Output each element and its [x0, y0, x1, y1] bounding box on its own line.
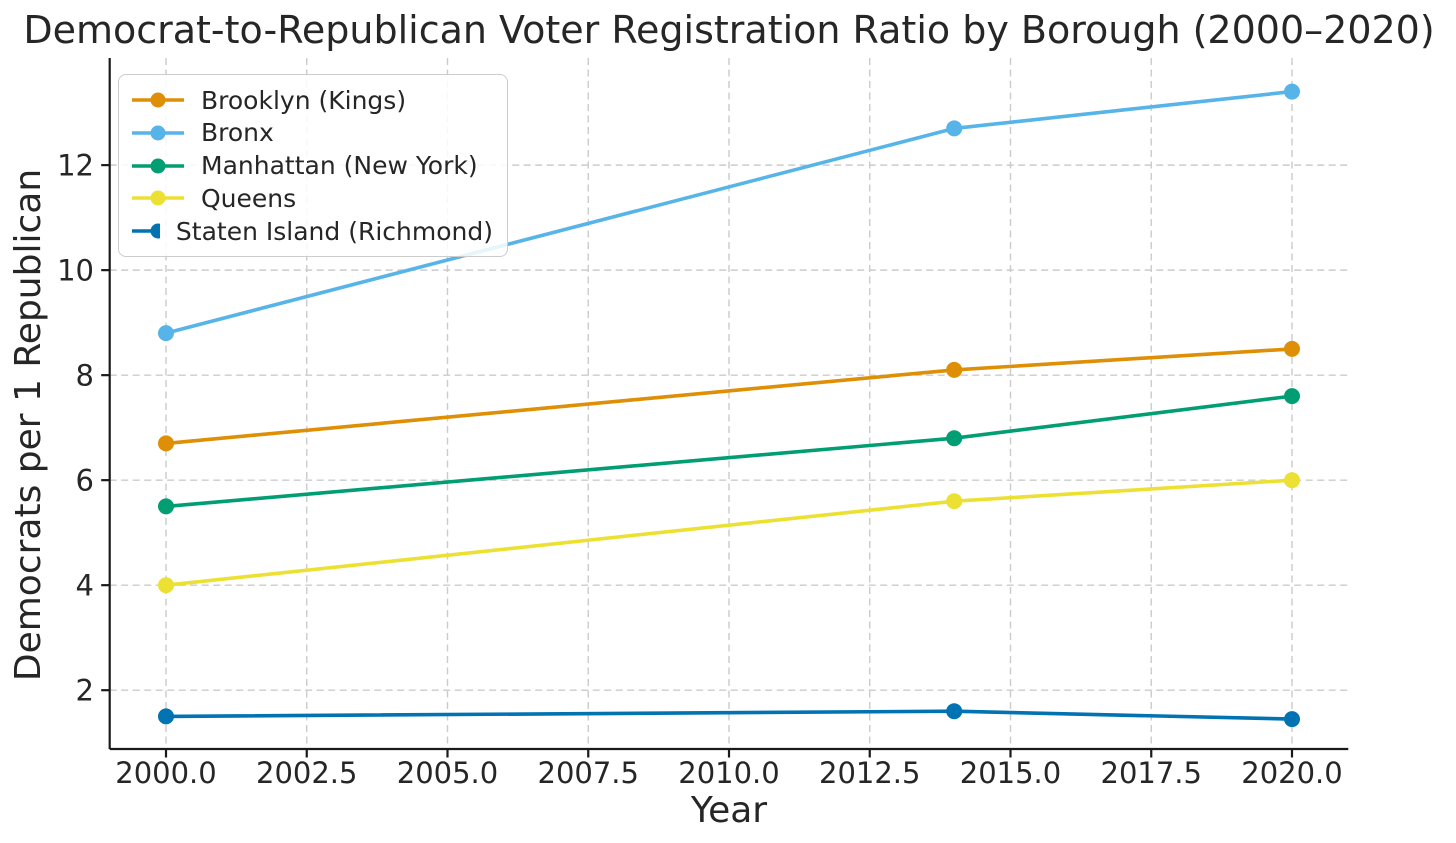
- y-tick-label: 8: [76, 359, 94, 393]
- y-axis-label: Democrats per 1 Republican: [8, 169, 49, 681]
- x-tick-label: 2017.5: [1101, 756, 1202, 790]
- data-point-manhattan-new-york: [946, 430, 963, 447]
- data-point-staten-island-richmond: [946, 703, 963, 720]
- y-tick-label: 6: [76, 464, 94, 498]
- x-tick-label: 2012.5: [819, 756, 920, 790]
- legend-label: Queens: [201, 183, 297, 213]
- x-tick-label: 2005.0: [397, 756, 498, 790]
- x-tick-label: 2002.5: [256, 756, 357, 790]
- legend-circle-marker: [150, 125, 166, 141]
- legend-label: Manhattan (New York): [201, 151, 478, 180]
- y-tick-label: 12: [57, 149, 94, 183]
- data-point-brooklyn-kings: [158, 435, 174, 452]
- x-tick-label: 2007.5: [538, 756, 639, 790]
- data-point-bronx: [946, 120, 963, 137]
- x-axis-label: Year: [690, 790, 767, 831]
- legend-entry-brooklyn-kings: Brooklyn (Kings): [131, 84, 493, 116]
- y-tick-label: 10: [57, 254, 94, 288]
- chart-title: Democrat-to-Republican Voter Registratio…: [23, 8, 1434, 52]
- legend-circle-marker: [150, 190, 166, 206]
- legend-marker-icon: [132, 158, 184, 173]
- legend-marker-icon: [132, 125, 184, 141]
- legend: Brooklyn (Kings) Bronx Manhattan (New York…: [118, 74, 508, 257]
- data-point-brooklyn-kings: [946, 361, 963, 378]
- data-point-bronx: [1284, 83, 1300, 100]
- data-point-staten-island-richmond: [158, 708, 174, 725]
- data-point-brooklyn-kings: [1284, 340, 1300, 357]
- x-tick-label: 2020.0: [1241, 756, 1342, 790]
- data-point-bronx: [158, 325, 174, 342]
- legend-entry-manhattan-new-york: Manhattan (New York): [131, 150, 493, 182]
- legend-circle-marker: [150, 92, 166, 108]
- legend-marker-icon: [132, 223, 160, 239]
- legend-circle-marker: [150, 158, 166, 173]
- data-point-manhattan-new-york: [158, 498, 174, 515]
- legend-label: Bronx: [201, 118, 274, 148]
- y-tick-label: 4: [76, 569, 94, 603]
- legend-marker-icon: [132, 190, 184, 206]
- x-tick-label: 2010.0: [678, 756, 779, 790]
- x-tick-label: 2000.0: [115, 756, 216, 790]
- legend-label: Brooklyn (Kings): [201, 85, 407, 115]
- legend-entry-staten-island-richmond: Staten Island (Richmond): [131, 215, 493, 247]
- legend-entry-queens: Queens: [131, 182, 493, 214]
- legend-circle-marker: [150, 223, 160, 239]
- legend-entry-bronx: Bronx: [131, 117, 493, 149]
- x-tick-label: 2015.0: [960, 756, 1061, 790]
- data-point-queens: [946, 493, 963, 510]
- data-point-queens: [158, 577, 174, 594]
- data-point-queens: [1284, 472, 1300, 489]
- data-point-staten-island-richmond: [1284, 711, 1300, 728]
- y-tick-label: 2: [76, 674, 94, 708]
- legend-marker-icon: [132, 92, 184, 108]
- legend-label: Staten Island (Richmond): [175, 216, 493, 246]
- data-point-manhattan-new-york: [1284, 388, 1300, 405]
